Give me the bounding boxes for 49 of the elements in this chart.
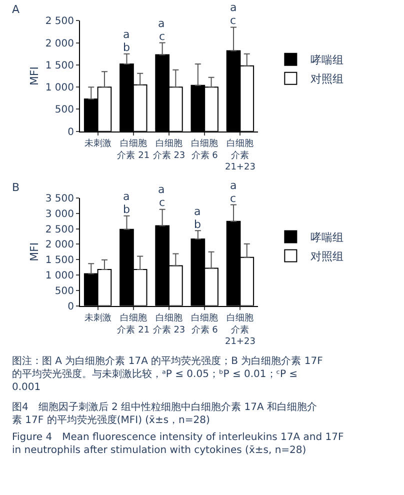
annotation: a — [158, 17, 165, 30]
y-tick-label: 0 — [68, 126, 74, 138]
annotation: a — [194, 205, 201, 218]
y-tick-label: 2 000 — [45, 38, 74, 50]
x-tick-label: 白细胞介素 6 — [191, 138, 218, 161]
annotation: c — [230, 192, 236, 205]
text: a — [230, 179, 237, 192]
y-tick-label: 500 — [54, 104, 74, 116]
annotation: b — [194, 218, 201, 231]
annotation: b — [123, 41, 130, 54]
x-tick-label: 未刺激 — [84, 312, 112, 324]
y-tick-label: 1 000 — [45, 270, 74, 282]
caption: Figure 4 Mean fluorescence intensity of interleukins 17A and 17F in neutrophils after stimulation with cytokines (x̄±s, n=28) — [12, 432, 344, 456]
annotation: c — [230, 14, 236, 27]
y-tick-label: 0 — [68, 301, 74, 312]
y-tick-label: 500 — [54, 286, 74, 297]
chart-title: A — [12, 3, 20, 16]
y-tick-label: 1 500 — [45, 60, 74, 72]
caption: 图4 细胞因子刺激后 2 组中性粒细胞中白细胞介素 17A 和白细胞介素 17F 的平均荧光强度(MFI) (x̄±s，n=28) — [12, 401, 318, 426]
x-tick-label: 未刺激 — [84, 138, 112, 150]
legend-label: 对照组 — [310, 72, 344, 86]
y-tick-label: 2 000 — [45, 240, 74, 251]
y-tick-label: 1 500 — [45, 255, 74, 266]
y-tick-label: 3 500 — [45, 194, 74, 204]
x-tick-label: 白细胞介素 23 — [152, 312, 186, 336]
y-axis-title: MFI — [28, 242, 42, 262]
annotation: c — [159, 30, 166, 43]
y-tick-label: 2 500 — [45, 224, 74, 236]
x-tick-label: 白细胞介素 23 — [152, 138, 186, 161]
text: 哮喘组 — [310, 231, 344, 244]
annotation: c — [159, 196, 166, 209]
annotation: a — [123, 190, 130, 203]
text: 图注：图 A 为白细胞介素 17A 的平均荧光强度；B 为白细胞介素 17F 的平均荧光强度。与未刺激比较，ᵃP ≤ 0.05；ᵇP ≤ 0.01；ᶜP ≤ 0.001 — [12, 355, 324, 393]
x-tick-label: 白细胞介素 6 — [191, 312, 218, 336]
y-tick-label: 1 000 — [45, 82, 74, 94]
x-tick-label: 白细胞介素 21+23 — [224, 312, 256, 347]
text: a — [230, 1, 237, 14]
x-tick-label: 白细胞介素 21+23 — [224, 138, 256, 173]
annotation: b — [123, 203, 130, 216]
x-tick-label: 白细胞介素 21 — [117, 312, 150, 336]
y-axis-title: MFI — [28, 66, 42, 86]
text: a — [158, 183, 165, 196]
annotation: a — [123, 28, 130, 41]
legend-label: 哮喘组 — [310, 54, 344, 67]
y-tick-label: 2 500 — [45, 16, 74, 28]
x-tick-label: 白细胞介素 21 — [117, 138, 150, 161]
chart-title: B — [12, 181, 20, 194]
y-tick-label: 3 000 — [45, 208, 74, 220]
text: 对照组 — [310, 250, 344, 264]
